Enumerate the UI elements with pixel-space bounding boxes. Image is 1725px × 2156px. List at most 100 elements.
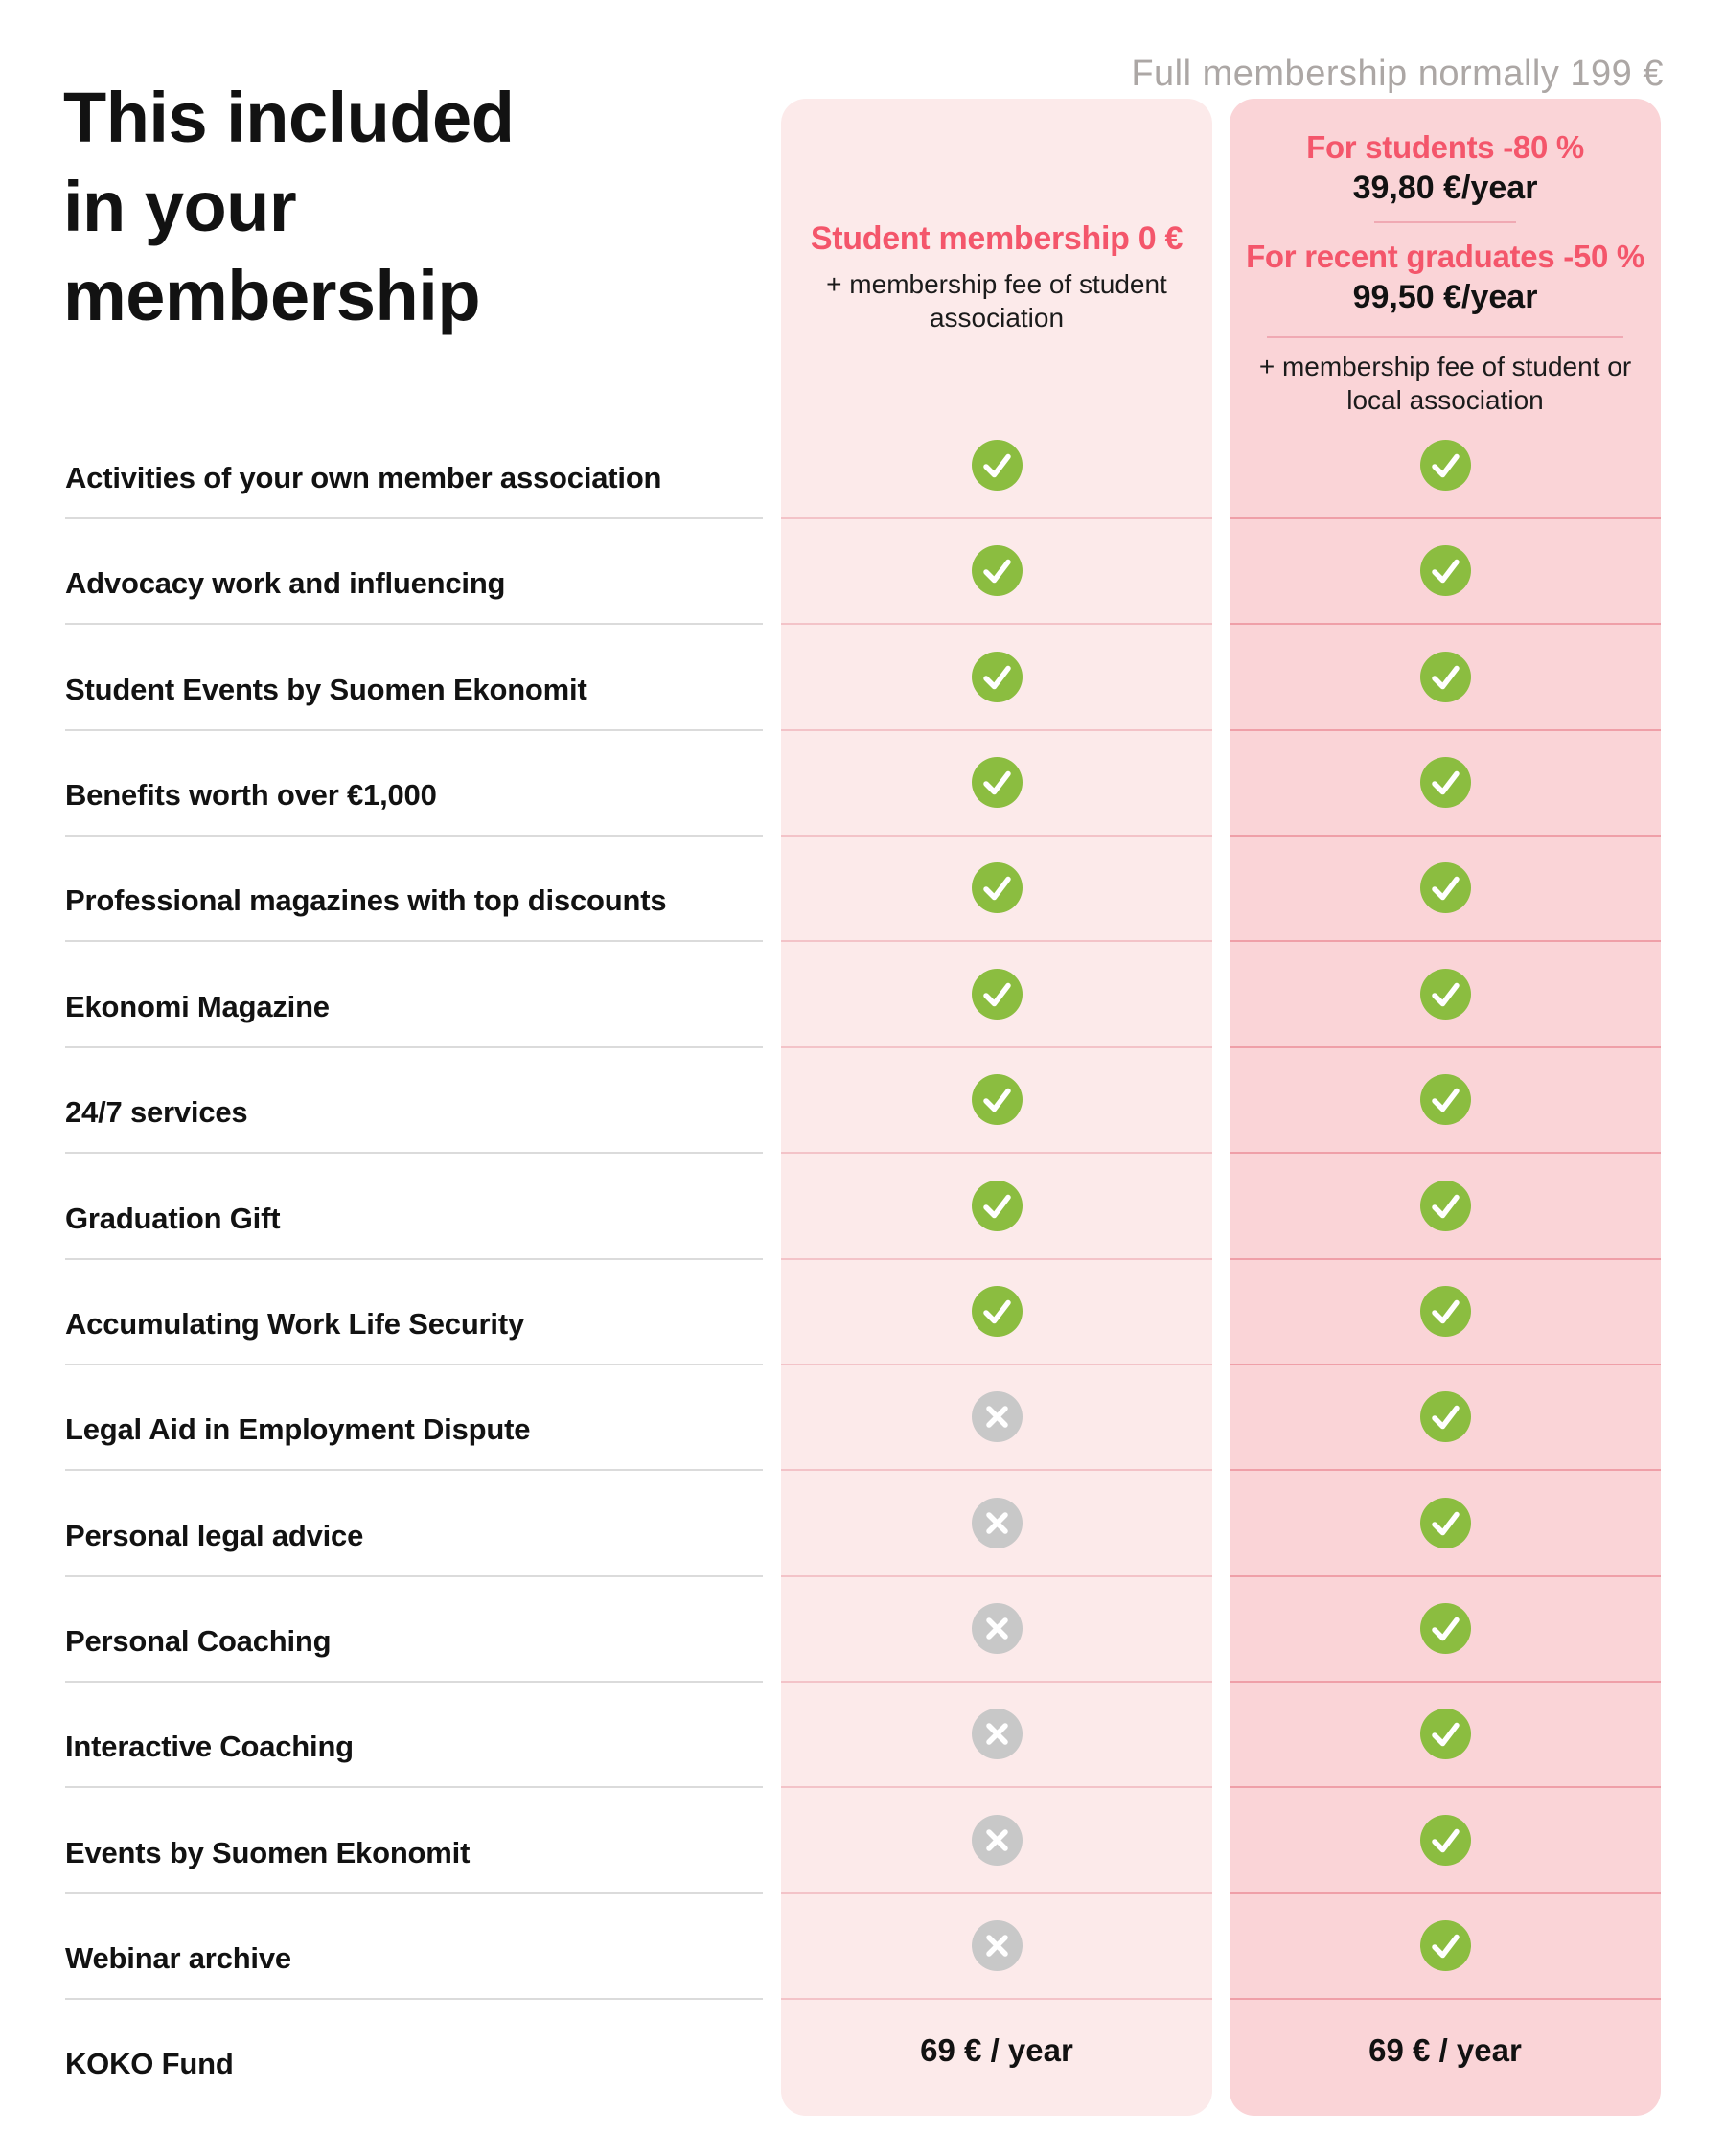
row-separator <box>65 1892 763 1894</box>
row-separator <box>781 729 1212 731</box>
check-icon <box>971 544 1023 596</box>
check-icon <box>971 968 1023 1020</box>
check-icon <box>1419 1497 1471 1548</box>
row-separator <box>1230 1046 1661 1048</box>
student-plan-title: Student membership 0 € <box>810 220 1184 257</box>
cross-icon <box>971 1708 1023 1759</box>
feature-row-label: Events by Suomen Ekonomit <box>65 1836 471 1869</box>
full-membership-note: Full membership normally 199 € <box>1131 54 1664 94</box>
feature-row-label: Benefits worth over €1,000 <box>65 778 437 812</box>
check-icon <box>1419 756 1471 808</box>
graduates-price: 99,50 €/year <box>1352 279 1538 315</box>
feature-row-label: Personal legal advice <box>65 1519 364 1552</box>
feature-row-label: KOKO Fund <box>65 2047 234 2080</box>
row-separator <box>1230 1786 1661 1788</box>
header-divider <box>1374 221 1516 223</box>
check-icon <box>1419 1919 1471 1971</box>
row-separator <box>65 1998 763 2000</box>
row-separator <box>781 1575 1212 1577</box>
students-discount-label: For students -80 % <box>1306 129 1584 165</box>
row-separator <box>1230 1681 1661 1683</box>
row-separator <box>65 1575 763 1577</box>
row-separator <box>65 1681 763 1683</box>
check-icon <box>1419 439 1471 491</box>
check-icon <box>971 439 1023 491</box>
feature-row-label: Personal Coaching <box>65 1624 332 1658</box>
row-separator <box>65 517 763 519</box>
row-separator <box>781 1364 1212 1365</box>
row-separator <box>781 1786 1212 1788</box>
students-price: 39,80 €/year <box>1352 170 1538 206</box>
row-separator <box>1230 1364 1661 1365</box>
row-separator <box>781 517 1212 519</box>
graduates-discount-label: For recent graduates -50 % <box>1246 239 1644 274</box>
row-separator <box>65 729 763 731</box>
row-separator <box>1230 1575 1661 1577</box>
check-icon <box>971 1073 1023 1125</box>
feature-row-label: 24/7 services <box>65 1095 248 1129</box>
row-separator <box>65 1258 763 1260</box>
row-separator <box>1230 1258 1661 1260</box>
feature-row-label: Accumulating Work Life Security <box>65 1307 524 1341</box>
cross-icon <box>971 1497 1023 1548</box>
row-separator <box>1230 623 1661 625</box>
check-icon <box>1419 1073 1471 1125</box>
row-separator <box>781 940 1212 942</box>
row-separator <box>65 623 763 625</box>
row-separator <box>781 1681 1212 1683</box>
feature-row-label: Professional magazines with top discount… <box>65 883 667 917</box>
row-separator <box>781 1046 1212 1048</box>
row-separator <box>65 940 763 942</box>
cross-icon <box>971 1602 1023 1654</box>
check-icon <box>1419 1390 1471 1442</box>
row-separator <box>781 1892 1212 1894</box>
row-separator <box>65 1046 763 1048</box>
check-icon <box>971 861 1023 913</box>
feature-row-label: Ekonomi Magazine <box>65 990 330 1023</box>
cross-icon <box>971 1390 1023 1442</box>
row-separator <box>781 623 1212 625</box>
check-icon <box>971 651 1023 702</box>
row-separator <box>65 1786 763 1788</box>
feature-row-label: Activities of your own member associatio… <box>65 461 662 494</box>
feature-row-label: Interactive Coaching <box>65 1730 354 1763</box>
student-price-cell: 69 € / year <box>920 2032 1073 2068</box>
row-separator <box>1230 835 1661 837</box>
row-separator <box>1230 1892 1661 1894</box>
row-separator <box>65 1469 763 1471</box>
check-icon <box>1419 1285 1471 1337</box>
row-separator <box>1230 1998 1661 2000</box>
row-separator <box>1230 940 1661 942</box>
check-icon <box>1419 1180 1471 1231</box>
row-separator <box>65 1152 763 1154</box>
check-icon <box>1419 861 1471 913</box>
row-separator <box>781 1469 1212 1471</box>
check-icon <box>1419 1814 1471 1866</box>
full-plan-subtitle: + membership fee of student or local ass… <box>1258 352 1632 415</box>
row-separator <box>781 835 1212 837</box>
row-separator <box>781 1998 1212 2000</box>
check-icon <box>1419 1602 1471 1654</box>
feature-row-label: Webinar archive <box>65 1941 291 1975</box>
row-separator <box>65 1364 763 1365</box>
check-icon <box>1419 651 1471 702</box>
feature-row-label: Advocacy work and influencing <box>65 566 506 600</box>
header-divider <box>1267 336 1623 338</box>
full-price-cell: 69 € / year <box>1368 2032 1522 2068</box>
cross-icon <box>971 1814 1023 1866</box>
check-icon <box>971 1285 1023 1337</box>
feature-row-label: Student Events by Suomen Ekonomit <box>65 673 587 706</box>
check-icon <box>1419 1708 1471 1759</box>
check-icon <box>971 756 1023 808</box>
row-separator <box>1230 1152 1661 1154</box>
check-icon <box>1419 968 1471 1020</box>
row-separator <box>1230 1469 1661 1471</box>
row-separator <box>781 1152 1212 1154</box>
page-title: This included in your membership <box>63 78 515 335</box>
row-separator <box>1230 517 1661 519</box>
cross-icon <box>971 1919 1023 1971</box>
row-separator <box>1230 729 1661 731</box>
row-separator <box>65 835 763 837</box>
full-column-header: For students -80 % 39,80 €/year For rece… <box>1230 99 1661 417</box>
